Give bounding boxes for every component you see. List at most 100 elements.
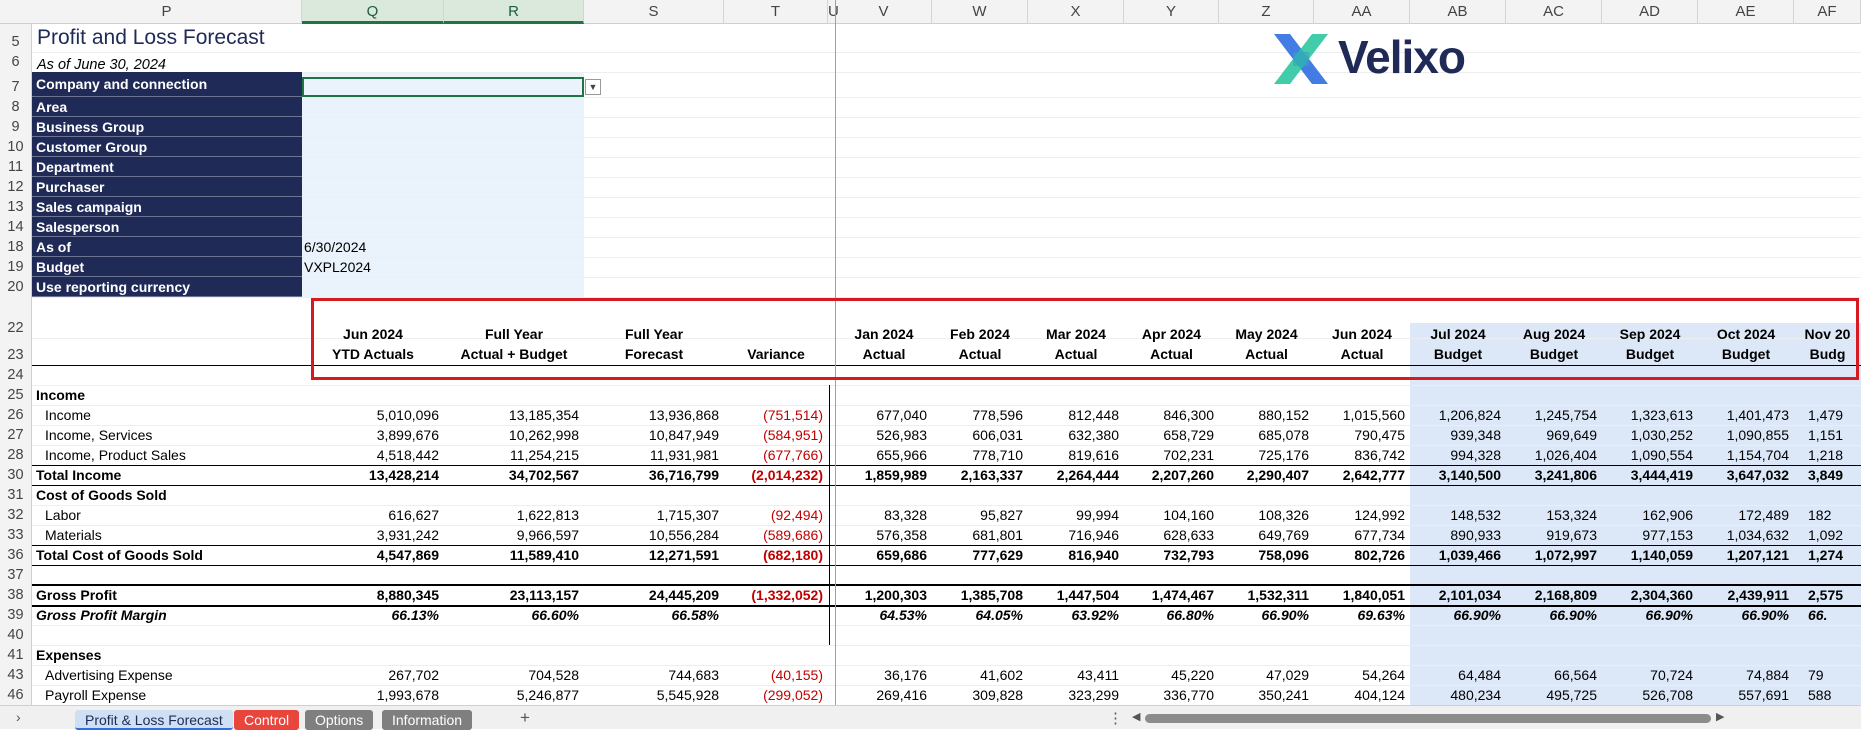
value-cell[interactable]: 628,633 <box>1163 527 1214 543</box>
value-cell[interactable]: 1,072,997 <box>1534 547 1597 563</box>
value-cell[interactable]: 1,090,554 <box>1630 447 1693 463</box>
value-cell[interactable]: 41,602 <box>980 667 1023 683</box>
value-cell[interactable]: 66.90% <box>1549 607 1597 623</box>
value-cell[interactable]: 24,445,209 <box>648 587 719 603</box>
value-cell[interactable]: 2,163,337 <box>960 467 1023 483</box>
value-cell[interactable]: 11,254,215 <box>509 447 579 463</box>
spreadsheet-grid[interactable]: P Q R S T U V W X Y Z AA AB AC AD AE AF 5 6 7 8 9 10 11 12 13 14 1… <box>0 0 1861 705</box>
column-header-w[interactable]: W <box>932 0 1028 24</box>
value-cell[interactable]: (40,155) <box>770 667 823 683</box>
value-cell[interactable]: 10,556,284 <box>648 527 719 543</box>
value-cell[interactable]: 23,113,157 <box>509 587 579 603</box>
value-cell[interactable]: 47,029 <box>1266 667 1309 683</box>
value-cell[interactable]: 66.90% <box>1741 607 1789 623</box>
value-cell[interactable]: 4,518,442 <box>376 447 439 463</box>
value-cell[interactable]: 3,444,419 <box>1630 467 1693 483</box>
column-header-v[interactable]: V <box>836 0 932 24</box>
value-cell[interactable]: 1,401,473 <box>1726 407 1789 423</box>
value-cell[interactable]: 108,326 <box>1258 507 1309 523</box>
value-cell[interactable]: 1,993,678 <box>376 687 439 703</box>
value-cell[interactable]: 616,627 <box>388 507 439 523</box>
value-cell[interactable]: 36,716,799 <box>648 467 719 483</box>
value-cell[interactable]: 43,411 <box>1077 667 1119 683</box>
add-sheet-button[interactable]: + <box>520 708 530 727</box>
column-header-y[interactable]: Y <box>1124 0 1219 24</box>
value-cell[interactable]: 153,324 <box>1546 507 1597 523</box>
value-cell[interactable]: 267,702 <box>388 667 439 683</box>
value-cell[interactable]: 66. <box>1808 607 1828 623</box>
value-cell[interactable]: 404,124 <box>1354 687 1405 703</box>
value-cell[interactable]: 79 <box>1808 667 1824 683</box>
scroll-right-icon[interactable]: ▶ <box>1716 711 1725 723</box>
value-cell[interactable]: 3,931,242 <box>376 527 439 543</box>
value-cell[interactable]: 1,206,824 <box>1438 407 1501 423</box>
value-cell[interactable]: 5,246,877 <box>516 687 579 703</box>
value-cell[interactable]: 309,828 <box>972 687 1023 703</box>
row-header-13[interactable]: 13 <box>7 199 24 215</box>
row-header-26[interactable]: 26 <box>7 407 24 423</box>
value-cell[interactable]: 13,936,868 <box>648 407 719 423</box>
value-cell[interactable]: 1,090,855 <box>1726 427 1789 443</box>
value-cell[interactable]: 162,906 <box>1642 507 1693 523</box>
value-cell[interactable]: 1,840,051 <box>1342 587 1405 603</box>
value-cell[interactable]: 64.53% <box>879 607 927 623</box>
value-cell[interactable]: (299,052) <box>763 687 823 703</box>
value-cell[interactable]: 64,484 <box>1458 667 1501 683</box>
value-cell[interactable]: 66.90% <box>1261 607 1309 623</box>
row-header-31[interactable]: 31 <box>7 487 24 503</box>
value-cell[interactable]: 606,031 <box>972 427 1023 443</box>
column-header-q[interactable]: Q <box>302 0 444 24</box>
row-header-18[interactable]: 18 <box>7 239 24 255</box>
value-cell[interactable]: (1,332,052) <box>751 587 823 603</box>
value-cell[interactable]: 480,234 <box>1450 687 1501 703</box>
more-options-icon[interactable]: ⋮ <box>1108 710 1123 727</box>
value-cell[interactable]: 1,385,708 <box>960 587 1023 603</box>
value-cell[interactable]: 649,769 <box>1258 527 1309 543</box>
value-cell[interactable]: 66.90% <box>1645 607 1693 623</box>
column-header-t[interactable]: T <box>724 0 828 24</box>
value-cell[interactable]: (584,951) <box>763 427 823 443</box>
row-header-30[interactable]: 30 <box>7 467 24 483</box>
value-cell[interactable]: 1,200,303 <box>864 587 927 603</box>
row-header-7[interactable]: 7 <box>11 79 20 95</box>
value-cell[interactable]: 890,933 <box>1450 527 1501 543</box>
column-header-aa[interactable]: AA <box>1314 0 1410 24</box>
column-header-ad[interactable]: AD <box>1602 0 1698 24</box>
column-header-af[interactable]: AF <box>1794 0 1861 24</box>
value-cell[interactable]: 919,673 <box>1546 527 1597 543</box>
value-cell[interactable]: 1,274 <box>1808 547 1844 563</box>
column-header-z[interactable]: Z <box>1219 0 1314 24</box>
value-cell[interactable]: 3,241,806 <box>1534 467 1597 483</box>
sheet-tab[interactable]: Control <box>234 710 300 730</box>
value-cell[interactable]: (589,686) <box>763 527 823 543</box>
value-cell[interactable]: 495,725 <box>1546 687 1597 703</box>
value-cell[interactable]: 685,078 <box>1258 427 1309 443</box>
value-cell[interactable]: 3,899,676 <box>376 427 439 443</box>
row-header-20[interactable]: 20 <box>7 279 24 295</box>
value-cell[interactable]: 658,729 <box>1163 427 1214 443</box>
value-cell[interactable]: 846,300 <box>1163 407 1214 423</box>
value-cell[interactable]: 70,724 <box>1650 667 1693 683</box>
value-cell[interactable]: 716,946 <box>1068 527 1119 543</box>
value-cell[interactable]: 3,140,500 <box>1438 467 1501 483</box>
value-cell[interactable]: 66.90% <box>1453 607 1501 623</box>
value-cell[interactable]: 778,710 <box>972 447 1023 463</box>
value-cell[interactable]: 1,015,560 <box>1342 407 1405 423</box>
value-cell[interactable]: 778,596 <box>972 407 1023 423</box>
value-cell[interactable]: 12,271,591 <box>648 547 719 563</box>
value-cell[interactable]: 1,622,813 <box>516 507 579 523</box>
param-value[interactable]: 6/30/2024 <box>304 239 367 255</box>
param-value[interactable]: VXPL2024 <box>304 259 371 275</box>
value-cell[interactable]: 2,439,911 <box>1727 587 1789 603</box>
column-header-ac[interactable]: AC <box>1506 0 1602 24</box>
row-header-40[interactable]: 40 <box>7 627 24 643</box>
value-cell[interactable]: 819,616 <box>1068 447 1119 463</box>
value-cell[interactable]: 36,176 <box>884 667 927 683</box>
value-cell[interactable]: 10,847,949 <box>648 427 719 443</box>
value-cell[interactable]: (682,180) <box>763 547 823 563</box>
value-cell[interactable]: 2,290,407 <box>1246 467 1309 483</box>
value-cell[interactable]: 9,966,597 <box>516 527 579 543</box>
value-cell[interactable]: 3,849 <box>1808 467 1844 483</box>
value-cell[interactable]: 10,262,998 <box>508 427 579 443</box>
value-cell[interactable]: 2,101,034 <box>1438 587 1501 603</box>
